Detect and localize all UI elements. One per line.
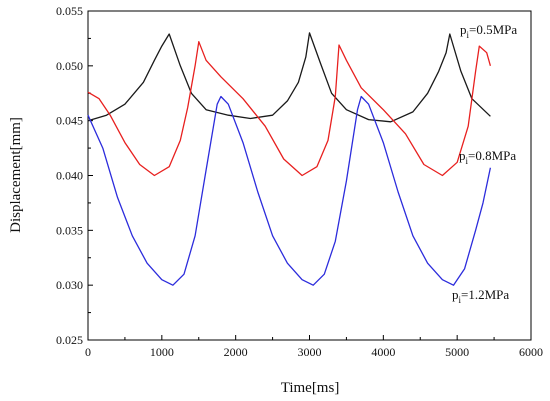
y-axis-label: Displacement[mm] <box>8 117 24 233</box>
y-tick-label: 0.040 <box>56 169 83 183</box>
y-tick-label: 0.035 <box>56 223 83 237</box>
x-tick-label: 1000 <box>150 345 174 359</box>
annotation-value: =0.8MPa <box>468 148 516 163</box>
y-tick-label: 0.055 <box>56 4 83 18</box>
x-tick-label: 0 <box>85 345 91 359</box>
annotation-value: =0.5MPa <box>469 22 517 37</box>
annotation-base: p <box>460 22 467 37</box>
x-axis-label: Time[ms] <box>281 380 340 396</box>
x-tick-label: 5000 <box>445 345 469 359</box>
series-line-2 <box>87 41 492 177</box>
y-tick-label: 0.050 <box>56 59 83 73</box>
annotation-subscript: i <box>467 30 470 40</box>
series-annotation-1: pi=0.5MPa <box>460 22 517 40</box>
x-tick-label: 6000 <box>519 345 543 359</box>
annotation-subscript: i <box>459 295 462 305</box>
series-line-3 <box>87 95 492 286</box>
series-annotation-2: pi=0.8MPa <box>459 148 516 166</box>
series-line-1 <box>87 32 491 123</box>
series-lines <box>87 32 492 286</box>
x-tick-label: 2000 <box>224 345 248 359</box>
annotation-value: =1.2MPa <box>461 287 509 302</box>
annotation-subscript: i <box>466 156 469 166</box>
y-tick-label: 0.025 <box>56 333 83 347</box>
x-tick-label: 4000 <box>371 345 395 359</box>
x-tick-label: 3000 <box>298 345 322 359</box>
y-tick-label: 0.045 <box>56 114 83 128</box>
series-annotation-3: pi=1.2MPa <box>452 287 509 305</box>
y-axis-ticks: 0.025 0.030 0.035 0.040 0.045 0.050 0.055 <box>56 4 93 347</box>
y-tick-label: 0.030 <box>56 278 83 292</box>
x-axis-ticks: 0 1000 2000 3000 4000 5000 6000 <box>85 335 543 359</box>
annotation-base: p <box>452 287 459 302</box>
annotation-base: p <box>459 148 466 163</box>
